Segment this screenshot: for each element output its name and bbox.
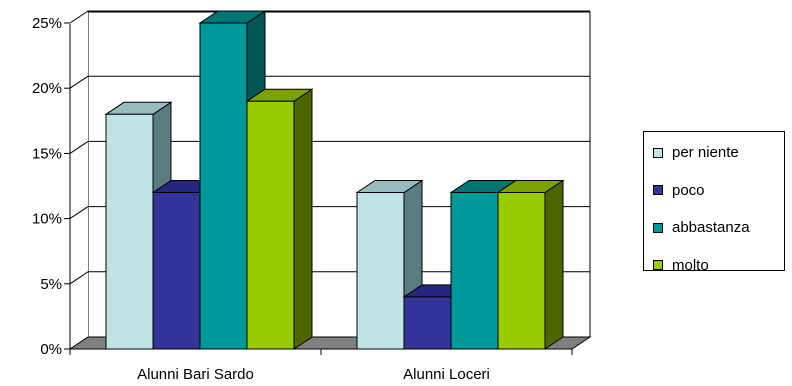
gridline-side (69, 10, 89, 24)
gridline-side (69, 140, 89, 154)
y-tick-label: 0% (40, 341, 62, 358)
x-tick-label: Alunni Bari Sardo (137, 366, 254, 383)
gridline-side (69, 206, 89, 220)
y-tick-label: 5% (40, 276, 62, 293)
y-tick-label: 15% (32, 145, 62, 162)
y-tick-label: 25% (32, 15, 62, 32)
legend: per niente poco abbastanza molto (643, 131, 785, 274)
bar (152, 192, 201, 350)
bar (105, 113, 154, 350)
bar (403, 296, 452, 350)
legend-item: abbastanza (644, 209, 784, 247)
bar (356, 192, 405, 350)
bar (450, 192, 499, 350)
legend-swatch (653, 222, 663, 233)
y-tick-label: 10% (32, 211, 62, 228)
bar (199, 22, 248, 350)
gridline-side (69, 75, 89, 89)
legend-item: poco (644, 172, 784, 210)
legend-swatch (653, 147, 663, 158)
y-tick-label: 20% (32, 80, 62, 97)
gridline-side (69, 271, 89, 285)
x-tick-label: Alunni Loceri (403, 366, 490, 383)
legend-swatch (653, 185, 663, 196)
chart-side-wall (70, 12, 88, 349)
legend-label: molto (672, 256, 709, 274)
legend-swatch (653, 260, 663, 271)
legend-label: abbastanza (672, 219, 750, 237)
bar-side (293, 88, 313, 350)
bar-side (544, 179, 564, 350)
legend-item: per niente (644, 134, 784, 172)
bar (246, 100, 295, 350)
legend-item: molto (644, 247, 784, 285)
legend-label: poco (672, 181, 705, 199)
bar (497, 192, 546, 350)
legend-label: per niente (672, 144, 739, 162)
